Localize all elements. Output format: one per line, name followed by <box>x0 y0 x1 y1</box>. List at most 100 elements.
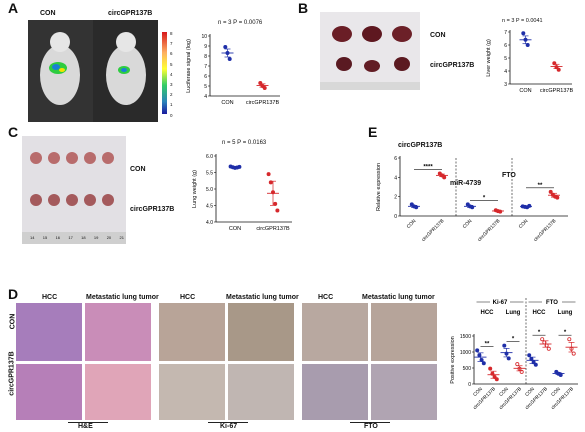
panel-b-stat: n = 3 P = 0.0041 <box>502 18 543 24</box>
he-hcc-treat-image <box>16 364 82 420</box>
colorbar-tick: 5 <box>170 61 173 67</box>
colorbar-tick: 8 <box>170 31 173 36</box>
significance-label: * <box>512 337 515 343</box>
category-label: circGPR137B <box>533 218 558 243</box>
ruler-tick: 21 <box>119 235 124 240</box>
y-tick-label: 0 <box>394 214 397 220</box>
category-label: circGPR137B <box>540 88 574 94</box>
he-underline <box>68 422 108 423</box>
subgroup-label: Lung <box>558 310 573 316</box>
ruler-tick: 18 <box>81 235 86 240</box>
category-label: CON <box>550 386 562 398</box>
significance-label: ** <box>538 183 543 189</box>
subgroup-label: HCC <box>481 310 495 316</box>
panel-c-label: C <box>8 124 19 140</box>
chart-a: 4 5 6 7 8 9 10 Luciferase signal (log) CON circGP… <box>186 34 280 106</box>
panel-d-met-3: Metastatic lung tumor <box>362 294 435 301</box>
category-label: CON <box>519 88 531 94</box>
category-label: circGPR137B <box>498 386 523 411</box>
data-point <box>515 362 520 367</box>
significance-label: **** <box>423 164 433 170</box>
data-point <box>540 337 545 342</box>
category-label: circGPR137B <box>524 386 549 411</box>
panel-a-stat: n = 3 P = 0.0076 <box>218 20 263 26</box>
colorbar-tick: 6 <box>170 51 173 57</box>
category-label: CON <box>472 386 484 398</box>
panel-e-group3: FTO <box>502 172 516 179</box>
category-label: circGPR137B <box>472 386 497 411</box>
category-label: CON <box>518 218 530 230</box>
y-tick-label: 4 <box>504 69 507 75</box>
he-lung-treat-image <box>85 364 151 420</box>
group-header-label: Ki-67 <box>493 300 508 306</box>
ki67-underline <box>208 422 248 423</box>
data-point <box>268 180 273 185</box>
data-point <box>571 351 576 356</box>
panel-a-colorbar-ticks: 8 7 6 5 4 3 2 1 0 <box>170 29 180 118</box>
ki67-lung-con-image <box>228 303 294 361</box>
y-tick-label: 7 <box>204 64 207 70</box>
y-axis-label: Lung weight (g) <box>192 170 198 208</box>
ruler-tick: 16 <box>55 235 61 240</box>
panel-e-group2: miR-4739 <box>450 180 482 187</box>
category-label: CON <box>524 386 536 398</box>
data-point <box>223 44 228 49</box>
data-point <box>527 353 532 358</box>
y-tick-label: 6 <box>394 156 397 162</box>
panel-d-row-treat: circGPR137B <box>8 351 16 396</box>
y-tick-label: 4.0 <box>206 220 213 226</box>
y-tick-label: 4 <box>394 175 397 181</box>
y-tick-label: 3 <box>504 82 507 88</box>
y-tick-label: 5 <box>504 56 507 62</box>
panel-e-label: E <box>368 124 378 140</box>
data-point <box>273 201 278 206</box>
panel-d-stain1: H&E <box>78 423 93 430</box>
data-point <box>475 348 480 353</box>
panel-d-label: D <box>8 286 19 302</box>
y-axis-label: Relative expression <box>376 163 382 211</box>
y-tick-label: 9 <box>204 44 207 50</box>
category-label: circGPR137B <box>246 100 280 106</box>
data-point <box>481 361 486 366</box>
panel-d-hcc-2: HCC <box>180 294 196 301</box>
fto-hcc-con-image <box>302 303 368 361</box>
group-header-label: FTO <box>546 300 558 306</box>
category-label: CON <box>498 386 510 398</box>
colorbar-tick: 4 <box>170 71 173 77</box>
panel-b-con-label: CON <box>430 32 446 39</box>
colorbar-tick: 0 <box>170 112 173 118</box>
data-point <box>546 346 551 351</box>
ki67-hcc-con-image <box>159 303 225 361</box>
y-tick-label: 5.5 <box>206 171 213 177</box>
data-point <box>275 208 280 213</box>
panel-a-label: A <box>8 0 19 16</box>
y-tick-label: 6 <box>504 43 507 49</box>
panel-d-hcc-3: HCC <box>318 294 334 301</box>
y-tick-label: 5 <box>204 84 207 90</box>
ruler-tick: 19 <box>93 235 99 240</box>
data-point <box>502 343 507 348</box>
panel-a-treat-label: circGPR137B <box>108 10 153 17</box>
y-tick-label: 2 <box>394 195 397 201</box>
y-tick-label: 8 <box>204 54 207 60</box>
category-label: circGPR137B <box>421 218 446 243</box>
he-lung-con-image <box>85 303 151 361</box>
colorbar-tick: 2 <box>170 92 173 98</box>
panel-c-stat: n = 5 P = 0.0163 <box>222 140 267 146</box>
category-label: circGPR137B <box>256 226 290 232</box>
y-tick-label: 4.5 <box>206 204 213 210</box>
panel-d-met-2: Metastatic lung tumor <box>226 294 299 301</box>
fto-lung-treat-image <box>371 364 437 420</box>
y-axis-label: Positive expression <box>450 336 456 383</box>
data-point <box>533 362 538 367</box>
ki67-hcc-treat-image <box>159 364 225 420</box>
fto-hcc-treat-image <box>302 364 368 420</box>
panel-d-stain2: Ki-67 <box>220 423 238 430</box>
ruler-tick: 17 <box>68 235 73 240</box>
category-label: CON <box>462 218 474 230</box>
significance-label: * <box>564 330 567 336</box>
y-tick-label: 1500 <box>460 334 471 340</box>
ruler-tick: 14 <box>30 235 35 240</box>
